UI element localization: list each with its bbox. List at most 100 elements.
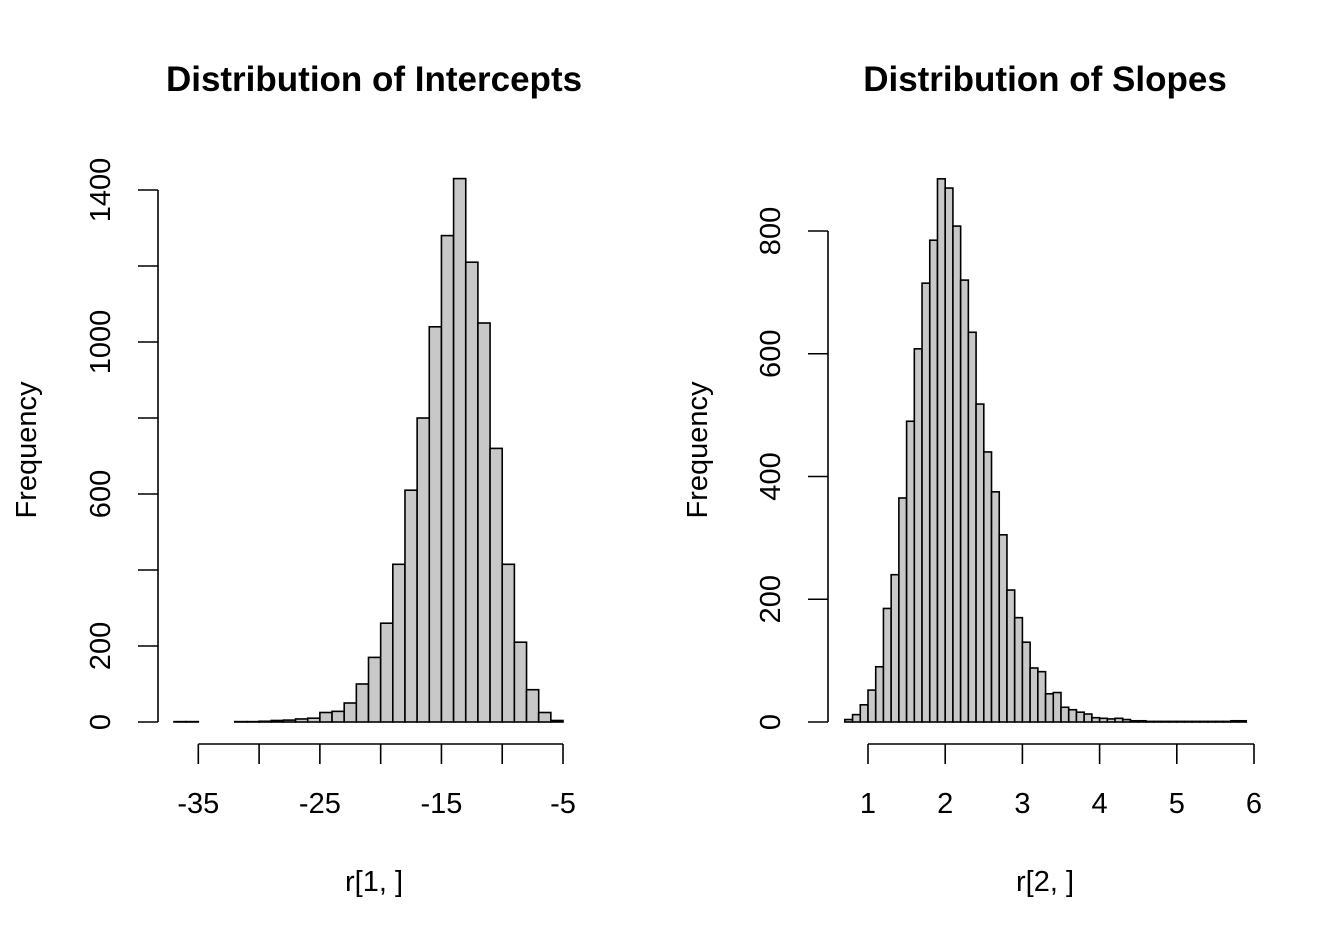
slopes-bar: [1152, 720, 1163, 723]
intercepts-y-tick-label: 600: [85, 470, 117, 518]
intercepts-x-axis-label: r[1, ]: [345, 866, 403, 898]
slopes-bar: [944, 187, 954, 723]
slopes-title: Distribution of Slopes: [863, 60, 1227, 99]
intercepts-y-tick-label: 1000: [85, 310, 117, 375]
intercepts-panel: Distribution of Intercepts r[1, ] Freque…: [11, 60, 582, 898]
intercepts-bar: [392, 563, 406, 723]
slopes-panel: Distribution of Slopes r[2, ] Frequency …: [682, 60, 1262, 898]
slopes-bar: [1060, 706, 1070, 723]
slopes-x-tick-label: 5: [1169, 788, 1185, 820]
slopes-bar: [913, 348, 923, 723]
intercepts-bar: [452, 177, 467, 723]
slopes-bar: [1037, 670, 1047, 723]
slopes-bar: [851, 713, 862, 723]
slopes-x-axis-label: r[2, ]: [1016, 866, 1074, 898]
slopes-bar: [1183, 720, 1194, 723]
intercepts-y-tick-label: 1400: [85, 158, 117, 223]
slopes-bar: [1191, 720, 1201, 723]
intercepts-bar: [282, 719, 297, 723]
intercepts-bar: [343, 702, 358, 723]
slopes-bar: [1121, 718, 1132, 723]
slopes-bar: [1052, 691, 1062, 723]
slopes-bar: [936, 178, 946, 723]
slopes-bars: [844, 178, 1248, 723]
intercepts-bar: [501, 563, 516, 723]
slopes-bar: [959, 279, 970, 723]
slopes-bar: [1230, 719, 1240, 723]
slopes-bar: [928, 239, 939, 723]
slopes-y-axis: 0 200 400 600 800: [755, 207, 829, 730]
slopes-bar: [844, 718, 854, 723]
intercepts-bar: [355, 683, 370, 723]
slopes-bar: [1114, 717, 1124, 723]
slopes-y-tick-label: 800: [755, 207, 787, 255]
slopes-bar: [1199, 720, 1209, 723]
slopes-bar: [1029, 667, 1039, 723]
slopes-bar: [975, 403, 985, 723]
intercepts-y-axis: 0 200 600 1000 1400: [85, 158, 159, 730]
slopes-bar: [1006, 589, 1016, 723]
slopes-bar: [1044, 692, 1055, 723]
slopes-bar: [874, 665, 885, 723]
slopes-x-tick-label: 6: [1246, 788, 1262, 820]
slopes-bar: [967, 331, 977, 723]
slopes-bar: [1067, 708, 1078, 723]
intercepts-y-tick-label: 200: [85, 622, 117, 670]
slopes-bar: [1176, 720, 1186, 723]
intercepts-bar: [489, 447, 504, 723]
slopes-y-tick-label: 400: [755, 452, 787, 500]
slopes-y-tick-label: 0: [755, 714, 787, 730]
slopes-bar: [882, 607, 892, 723]
intercepts-bar: [319, 711, 333, 723]
slopes-y-tick-label: 600: [755, 330, 787, 378]
slopes-y-axis-label: Frequency: [682, 381, 714, 519]
slopes-bar: [982, 451, 993, 723]
slopes-x-axis: 1 2 3 4 5 6: [860, 743, 1262, 820]
slopes-bar: [952, 225, 962, 723]
slopes-bar: [1206, 720, 1217, 723]
intercepts-bar: [416, 417, 431, 723]
slopes-bar: [1129, 719, 1139, 723]
slopes-bar: [1106, 718, 1116, 723]
intercepts-y-tick-label: 0: [85, 714, 117, 730]
slopes-bar: [905, 420, 916, 723]
intercepts-title: Distribution of Intercepts: [166, 60, 582, 99]
slopes-bar: [990, 491, 1001, 723]
intercepts-bar: [477, 322, 491, 723]
intercepts-bars: [173, 177, 564, 723]
slopes-bar: [998, 534, 1008, 723]
slopes-x-tick-label: 4: [1092, 788, 1108, 820]
intercepts-x-axis: -35 -25 -15 -5: [177, 743, 576, 820]
intercepts-bar: [306, 717, 321, 723]
intercepts-x-tick-label: -25: [299, 788, 341, 820]
intercepts-bar: [331, 710, 345, 723]
slopes-bar: [859, 704, 869, 723]
slopes-x-tick-label: 1: [860, 788, 876, 820]
intercepts-y-axis-label: Frequency: [11, 381, 43, 519]
intercepts-bar: [258, 720, 273, 723]
intercepts-bar: [428, 325, 443, 723]
slopes-x-tick-label: 3: [1014, 788, 1030, 820]
slopes-bar: [1214, 720, 1224, 723]
slopes-y-tick-label: 200: [755, 575, 787, 623]
intercepts-bar: [525, 688, 540, 723]
intercepts-x-tick-label: -35: [177, 788, 219, 820]
slopes-bar: [1237, 719, 1248, 723]
intercepts-bar: [440, 234, 455, 723]
intercepts-bar: [464, 261, 479, 723]
slopes-bar: [867, 689, 877, 723]
intercepts-bar: [367, 656, 382, 723]
slopes-bar: [1145, 720, 1155, 723]
intercepts-bar: [294, 718, 309, 723]
slopes-bar: [1083, 713, 1093, 723]
intercepts-bar: [270, 719, 285, 723]
slopes-x-tick-label: 2: [937, 788, 953, 820]
intercepts-x-tick-label: -5: [550, 788, 576, 820]
slopes-bar: [1160, 720, 1170, 723]
slopes-bar: [1222, 720, 1232, 723]
intercepts-bar: [537, 711, 552, 723]
slopes-bar: [1168, 720, 1178, 723]
slopes-bar: [1098, 717, 1109, 723]
slopes-bar: [890, 573, 900, 723]
